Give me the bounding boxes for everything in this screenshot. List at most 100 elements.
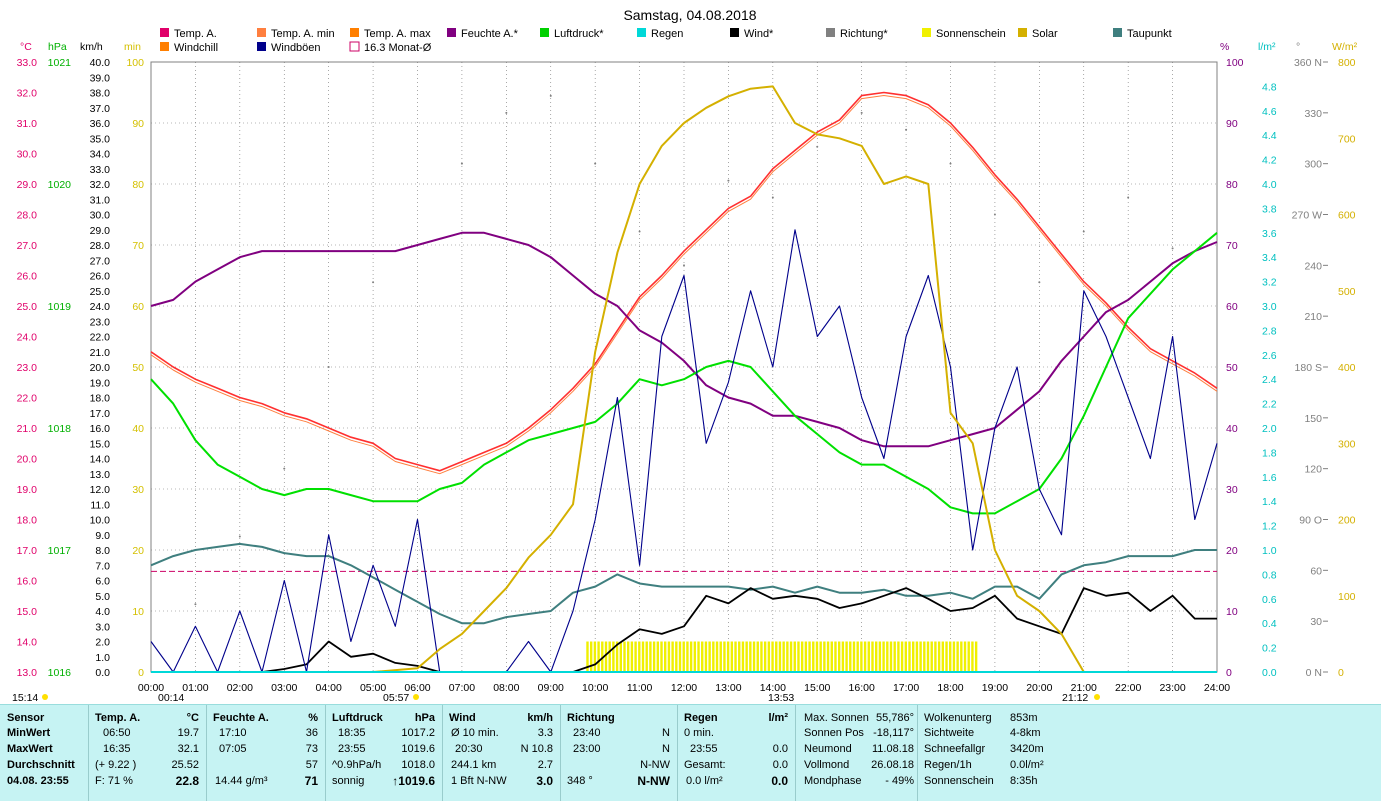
sunshine-bar	[612, 641, 615, 672]
tick-wind: 38.0	[90, 88, 111, 100]
rain-current-value: 0.0	[771, 774, 788, 788]
legend-label: Windchill	[174, 42, 218, 54]
stats-humidity: Feuchte A.% 17:10 36 07:05 73 57 14.44 g/m…	[206, 705, 326, 801]
direction-point	[1127, 196, 1130, 199]
sunshine-bar	[937, 641, 941, 672]
astro-value: 55,786°	[875, 712, 914, 724]
sunshine-bar	[893, 641, 896, 672]
legend-label: Temp. A. min	[271, 28, 335, 40]
tick-solar: 600	[1338, 210, 1356, 222]
legend-label: Richtung*	[840, 28, 888, 40]
tick-solar: 500	[1338, 286, 1356, 298]
legend-label: Taupunkt	[1127, 28, 1172, 40]
sunshine-bar	[952, 641, 956, 672]
tick-temp: 33.0	[17, 57, 38, 69]
tick-rain: 3.2	[1262, 277, 1277, 289]
pressure-forecast: sonnig	[332, 775, 365, 787]
tick-pressure: 1020	[48, 179, 72, 191]
sunshine-bar	[675, 641, 678, 672]
sunshine-bar	[800, 641, 804, 672]
tick-direction: 90 O	[1299, 515, 1322, 527]
sunshine-bar	[597, 641, 600, 672]
tick-humidity: 10	[1226, 606, 1238, 618]
direction-point	[238, 535, 241, 538]
tick-wind: 16.0	[90, 423, 111, 435]
sunshine-bar	[974, 641, 978, 672]
marker-moonrise-label: 15:14	[12, 692, 38, 704]
series-wind	[151, 587, 1217, 673]
tick-direction: 0 N	[1306, 667, 1322, 679]
series-windböen	[150, 229, 1218, 673]
tick-rain: 2.2	[1262, 399, 1277, 411]
astro-value: 26.08.18	[871, 759, 914, 771]
sunshine-bar	[645, 641, 648, 672]
tick-sun: 10	[132, 606, 144, 618]
direction-degrees: 348 °	[567, 775, 593, 787]
tick-x: 13:00	[715, 682, 741, 694]
sunshine-bar	[956, 641, 959, 672]
tick-solar: 100	[1338, 591, 1356, 603]
humidity-current-value: 71	[304, 774, 318, 788]
sunshine-bar	[871, 641, 874, 672]
sunshine-bar	[752, 641, 756, 672]
axis-unit-temp: °C	[20, 41, 32, 53]
misc-value: 3420m	[1010, 743, 1044, 755]
tick-direction: 300	[1304, 159, 1322, 171]
humidity-min-value: 36	[305, 727, 318, 739]
sunshine-bar	[786, 641, 789, 672]
rain-amount: 0.0 l/m²	[686, 775, 723, 787]
sunshine-bar	[775, 641, 778, 672]
tick-humidity: 100	[1226, 57, 1244, 69]
legend-swatch	[160, 42, 169, 51]
tick-wind: 39.0	[90, 72, 111, 84]
series-feuchte-a	[150, 231, 1218, 448]
sunshine-bar	[837, 641, 841, 672]
legend-swatch	[826, 28, 835, 37]
tick-x: 05:00	[360, 682, 386, 694]
direction-row-time: 23:40	[573, 727, 601, 739]
sunshine-bar	[815, 641, 819, 672]
astro-value: - 49%	[885, 775, 914, 787]
direction-header: Richtung	[567, 712, 615, 724]
sunshine-bar	[741, 641, 745, 672]
temp-avg-delta: (+ 9.22 )	[95, 759, 137, 771]
tick-wind: 9.0	[95, 530, 110, 542]
misc-value: 853m	[1010, 712, 1038, 724]
tick-direction: 330	[1304, 108, 1322, 120]
tick-rain: 0.4	[1262, 618, 1277, 630]
sunshine-bar	[900, 641, 904, 672]
tick-wind: 24.0	[90, 301, 111, 313]
axis-unit-wind: km/h	[80, 41, 103, 53]
rain-max-value: 0.0	[772, 743, 788, 755]
stats-wind: Wind km/h Ø 10 min. 3.3 20:30 N 10.8 244.1 …	[442, 705, 561, 801]
tick-rain: 4.2	[1262, 155, 1277, 167]
tick-wind: 14.0	[90, 454, 111, 466]
tick-temp: 16.0	[17, 576, 38, 588]
tick-wind: 6.0	[95, 576, 110, 588]
stats-pressure: Luftdruck hPa 18:35 1017.2 23:55 1019.6 ^0.…	[325, 705, 443, 801]
tick-temp: 26.0	[17, 271, 38, 283]
tick-wind: 4.0	[95, 606, 110, 618]
misc-value: 8:35h	[1010, 775, 1038, 787]
tick-temp: 15.0	[17, 606, 38, 618]
sunshine-bar	[849, 641, 852, 672]
sunshine-bar	[778, 641, 782, 672]
temp-header: Temp. A.	[95, 712, 141, 724]
wind-avg10-label: Ø 10 min.	[451, 727, 499, 739]
sunshine-bar	[689, 641, 693, 672]
tick-sun: 30	[132, 484, 144, 496]
sunshine-bar	[812, 641, 815, 672]
tick-rain: 1.8	[1262, 447, 1277, 459]
sunshine-bar	[845, 641, 848, 672]
sunshine-bar	[586, 641, 589, 672]
sunshine-bar	[745, 641, 748, 672]
temp-max-time: 16:35	[103, 743, 131, 755]
tick-sun: 0	[138, 667, 144, 679]
sensor-row: Durchschnitt	[7, 759, 75, 771]
wind-avg10-value: 3.3	[537, 727, 553, 739]
sensor-row: 04.08. 23:55	[7, 775, 69, 787]
sunshine-bar	[615, 641, 619, 672]
wind-max-value: N 10.8	[520, 743, 553, 755]
sunshine-bar	[967, 641, 970, 672]
humidity-unit: %	[308, 712, 318, 724]
